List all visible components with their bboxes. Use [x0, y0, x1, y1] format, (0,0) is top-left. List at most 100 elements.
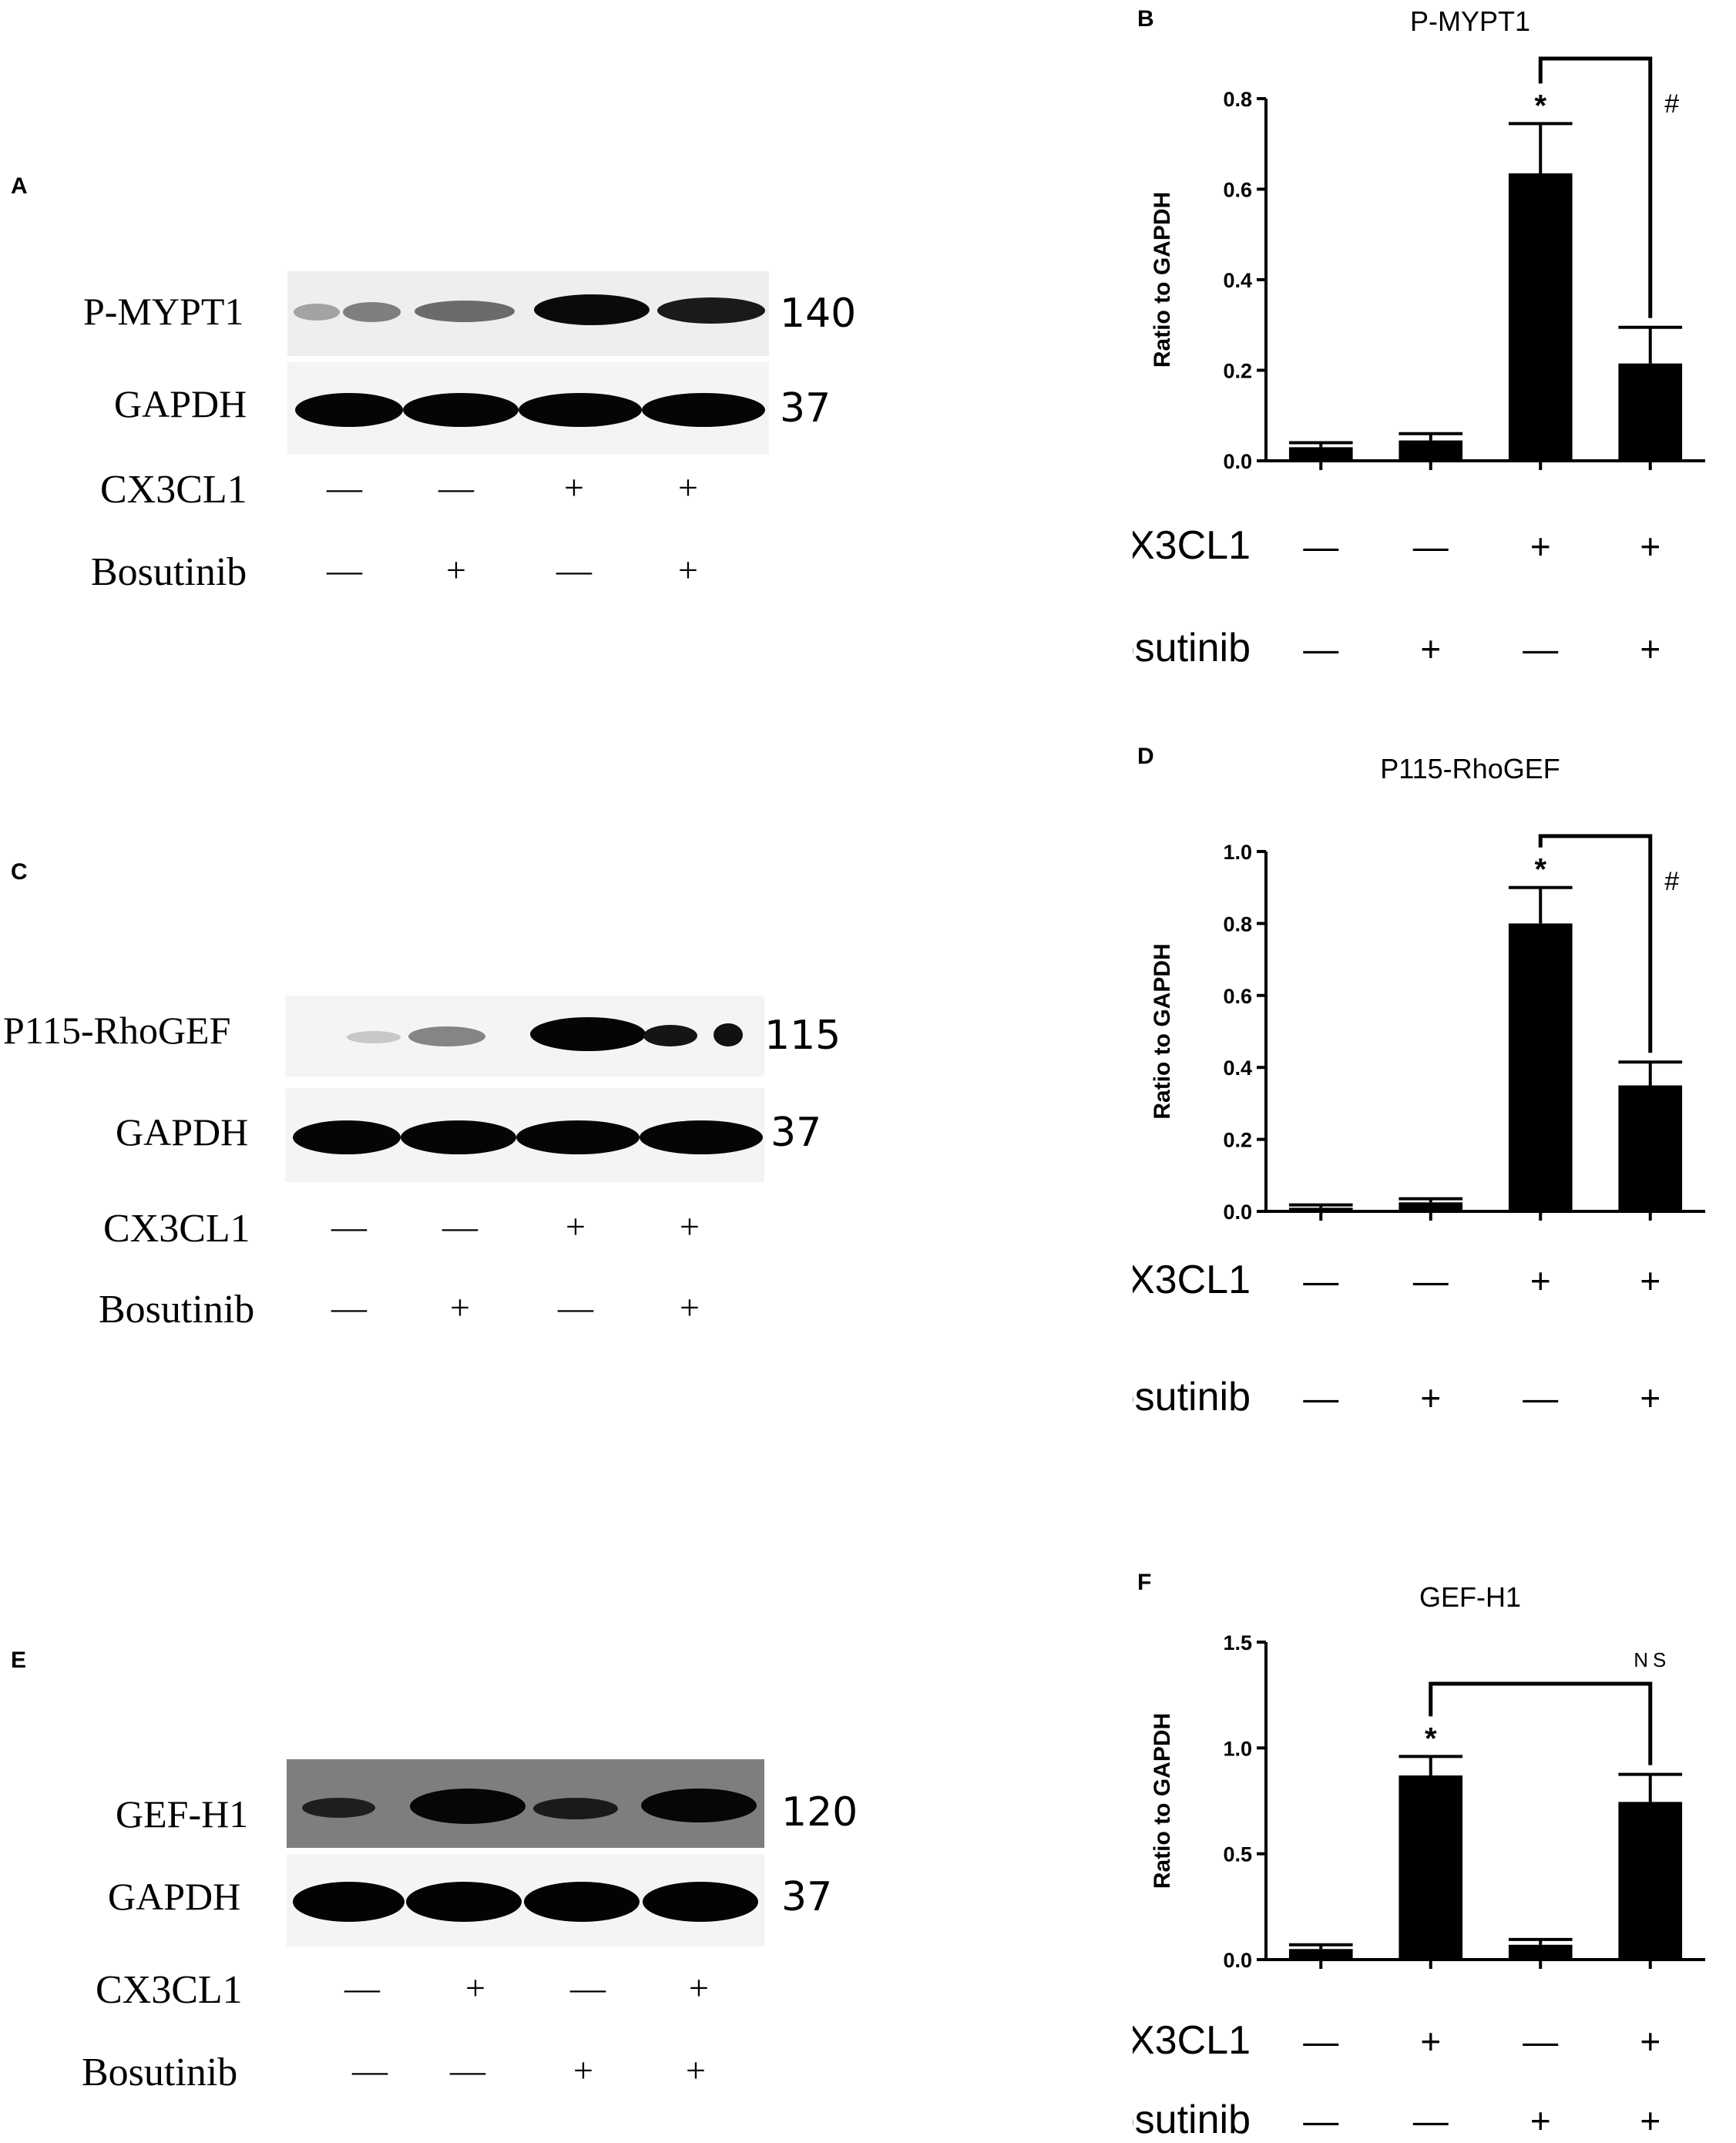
condition-label-cx3cl1: CX3CL1: [103, 1207, 250, 1251]
blot-band: [641, 1789, 757, 1822]
significance-asterisk: *: [1534, 853, 1546, 887]
y-tick-label: 0.0: [1223, 1201, 1252, 1224]
condition-sign: —: [1303, 2021, 1338, 2061]
blot-band: [534, 294, 650, 325]
bar-chart-b: P-MYPT1 Ratio to GAPDH 0.0 0.2 0.4 0.6 0.8 * # CX…: [1133, 5, 1705, 670]
bar: [1288, 1949, 1353, 1960]
comparison-bracket: [1538, 834, 1653, 1053]
blot-loading-kda: 37: [780, 385, 831, 432]
blot-loading-kda: 37: [781, 1874, 833, 1920]
blot-loading-label: GAPDH: [116, 1110, 249, 1154]
y-tick-label: 1.5: [1223, 1631, 1252, 1654]
y-tick-label: 1.0: [1223, 841, 1252, 864]
blot-band: [408, 1026, 485, 1046]
bar-chart-d: P115-RhoGEF Ratio to GAPDH 0.0 0.2 0.4 0.6 0.8…: [1133, 753, 1705, 1419]
bar: [1399, 1202, 1463, 1211]
y-axis-label: Ratio to GAPDH: [1150, 1713, 1175, 1889]
bar-chart-f: GEF-H1 Ratio to GAPDH 0.0 0.5 1.0 1.5 * NS CX3CL…: [1133, 1581, 1705, 2142]
condition-sign: +: [680, 1288, 700, 1327]
condition-sign: +: [1640, 1378, 1660, 1418]
y-tick-label: 0.6: [1223, 179, 1252, 202]
y-tick-label: 0.6: [1223, 985, 1252, 1008]
condition-label-bosutinib: Bosutinib: [91, 550, 247, 594]
comparison-label: #: [1664, 867, 1679, 896]
bar: [1288, 447, 1353, 461]
blot-band: [403, 393, 519, 427]
blot-band: [293, 1120, 401, 1154]
bar: [1288, 1208, 1353, 1211]
comparison-bracket: [1538, 56, 1653, 318]
condition-sign: +: [689, 1968, 709, 2007]
y-axis-label: Ratio to GAPDH: [1150, 943, 1175, 1119]
condition-sign: —: [352, 2051, 388, 2090]
blot-strip-target: [287, 271, 769, 356]
blot-loading-kda: 37: [771, 1110, 822, 1156]
blot-strip-target: [287, 1759, 764, 1848]
panel-letter-a: A: [11, 173, 28, 199]
bar: [1618, 1802, 1683, 1960]
comparison-label: #: [1664, 89, 1679, 119]
blot-band: [406, 1882, 522, 1922]
blot-band: [643, 1025, 697, 1046]
y-axis-label: Ratio to GAPDH: [1150, 192, 1175, 368]
blot-band: [657, 297, 765, 324]
bar: [1618, 1085, 1683, 1211]
bar: [1399, 440, 1463, 461]
chart-title: GEF-H1: [1419, 1581, 1521, 1613]
panel-letter-d: D: [1137, 744, 1154, 769]
blot-band: [347, 1031, 401, 1043]
y-tick-label: 0.5: [1223, 1843, 1252, 1866]
condition-sign: +: [1420, 1378, 1441, 1418]
condition-sign: +: [1640, 2021, 1660, 2061]
condition-sign: +: [1420, 629, 1441, 669]
condition-sign: +: [450, 1288, 470, 1327]
blot-band: [343, 302, 401, 322]
condition-sign: +: [573, 2051, 593, 2090]
condition-sign: +: [1640, 629, 1660, 669]
blot-strip-target: [285, 996, 764, 1077]
condition-sign: —: [450, 2051, 485, 2090]
condition-label: Bosutinib: [1133, 1375, 1251, 1419]
condition-sign: +: [1420, 2021, 1441, 2061]
condition-label-bosutinib: Bosutinib: [99, 1288, 255, 1332]
panel-letter-b: B: [1137, 6, 1154, 32]
blot-band: [302, 1798, 375, 1818]
y-tick-label: 0.4: [1223, 1056, 1252, 1080]
condition-sign: —: [331, 1288, 367, 1327]
condition-label: CX3CL1: [1133, 523, 1251, 568]
blot-band: [714, 1023, 743, 1046]
condition-sign: +: [1640, 1261, 1660, 1301]
blot-strip-loading: [287, 1854, 764, 1947]
condition-sign: —: [438, 468, 474, 507]
condition-sign: +: [680, 1207, 700, 1246]
condition-sign: —: [556, 550, 592, 589]
condition-sign: —: [1303, 2101, 1338, 2141]
blot-band: [293, 1882, 405, 1922]
blot-target-label: P115-RhoGEF: [3, 1009, 231, 1052]
blot-loading-label: GAPDH: [114, 382, 247, 425]
condition-sign: —: [327, 550, 362, 589]
blot-strip-loading: [285, 1088, 764, 1182]
blot-target-kda: 115: [764, 1013, 841, 1059]
y-tick-label: 0.8: [1223, 88, 1252, 111]
condition-sign: +: [446, 550, 466, 589]
blot-target-kda: 140: [780, 291, 857, 337]
condition-sign: —: [344, 1968, 380, 2007]
blot-band: [533, 1798, 618, 1819]
panel-letter-c: C: [11, 859, 28, 885]
blot-band: [516, 1120, 640, 1154]
y-tick-label: 0.2: [1223, 1129, 1252, 1152]
blot-band: [642, 393, 765, 427]
blot-band: [524, 1882, 640, 1922]
condition-sign: +: [1640, 2101, 1660, 2141]
condition-label: Bosutinib: [1133, 626, 1251, 670]
y-tick-label: 0.2: [1223, 360, 1252, 383]
blot-band: [410, 1789, 526, 1824]
condition-sign: —: [1523, 2021, 1558, 2061]
y-tick-label: 0.0: [1223, 1949, 1252, 1972]
blot-band: [519, 393, 642, 427]
condition-sign: +: [1530, 2101, 1551, 2141]
blot-target-kda: 120: [781, 1789, 858, 1836]
condition-sign: —: [558, 1288, 593, 1327]
